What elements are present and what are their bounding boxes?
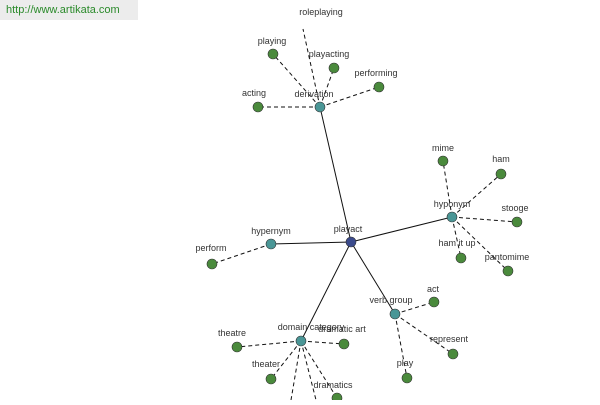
leaf-node bbox=[495, 168, 507, 180]
dashed-edge bbox=[300, 340, 338, 399]
dashed-edge bbox=[300, 340, 345, 345]
dashed-edge bbox=[300, 340, 317, 401]
node-label: roleplaying bbox=[299, 7, 343, 17]
node-label: derivation bbox=[294, 89, 333, 99]
node-label: playacting bbox=[309, 49, 350, 59]
dashed-edge bbox=[451, 173, 502, 218]
leaf-node bbox=[373, 81, 385, 93]
node-label: perform bbox=[195, 243, 226, 253]
leaf-node bbox=[338, 338, 350, 350]
node-label: play bbox=[397, 358, 414, 368]
edge bbox=[300, 241, 352, 342]
edge bbox=[350, 241, 396, 315]
dashed-edge bbox=[319, 86, 380, 108]
node-label: hyponym bbox=[434, 199, 471, 209]
watermark: http://www.artikata.com bbox=[0, 0, 138, 20]
leaf-node bbox=[252, 101, 264, 113]
leaf-node bbox=[455, 252, 467, 264]
leaf-node bbox=[502, 265, 514, 277]
node-label: dramatic art bbox=[318, 324, 366, 334]
dashed-edge bbox=[442, 160, 453, 218]
leaf-node bbox=[206, 258, 218, 270]
node-label: domain category bbox=[278, 322, 345, 332]
node-label: ham bbox=[492, 154, 510, 164]
relation-node bbox=[446, 211, 458, 223]
node-label: represent bbox=[430, 334, 469, 344]
node-label: verb group bbox=[369, 295, 412, 305]
dashed-edge bbox=[451, 216, 509, 272]
node-label: ham it up bbox=[438, 238, 475, 248]
edge bbox=[350, 216, 453, 243]
dashed-edge bbox=[451, 216, 518, 223]
edge bbox=[270, 241, 352, 245]
leaf-node bbox=[331, 392, 343, 404]
node-label: pantomime bbox=[485, 252, 530, 262]
dashed-edge bbox=[236, 340, 302, 348]
relation-node bbox=[314, 101, 326, 113]
dashed-edge bbox=[302, 28, 321, 108]
node-label: playact bbox=[334, 224, 363, 234]
center-node bbox=[345, 236, 357, 248]
node-label: dramatics bbox=[313, 380, 353, 390]
leaf-node bbox=[231, 341, 243, 353]
node-label: hypernym bbox=[251, 226, 291, 236]
dashed-edge bbox=[394, 313, 408, 379]
edge bbox=[319, 106, 352, 243]
leaf-node bbox=[428, 296, 440, 308]
dashed-edge bbox=[272, 53, 321, 108]
leaf-node bbox=[447, 348, 459, 360]
node-label: playing bbox=[258, 36, 287, 46]
node-label: act bbox=[427, 284, 440, 294]
dashed-edge bbox=[319, 67, 335, 108]
leaf-node bbox=[265, 373, 277, 385]
node-label: theater bbox=[252, 359, 280, 369]
node-label: theatre bbox=[218, 328, 246, 338]
dashed-edge bbox=[394, 313, 454, 355]
node-label: mime bbox=[432, 143, 454, 153]
relation-node bbox=[389, 308, 401, 320]
dashed-edge bbox=[270, 340, 302, 380]
leaf-node bbox=[267, 48, 279, 60]
leaf-node bbox=[328, 62, 340, 74]
node-label: stooge bbox=[501, 203, 528, 213]
node-label: performing bbox=[354, 68, 397, 78]
node-label: acting bbox=[242, 88, 266, 98]
relation-node bbox=[265, 238, 277, 250]
dashed-edge bbox=[211, 243, 272, 265]
leaf-node bbox=[511, 216, 523, 228]
dashed-edge bbox=[290, 340, 302, 401]
leaf-node bbox=[437, 155, 449, 167]
relation-node bbox=[295, 335, 307, 347]
leaf-node bbox=[401, 372, 413, 384]
